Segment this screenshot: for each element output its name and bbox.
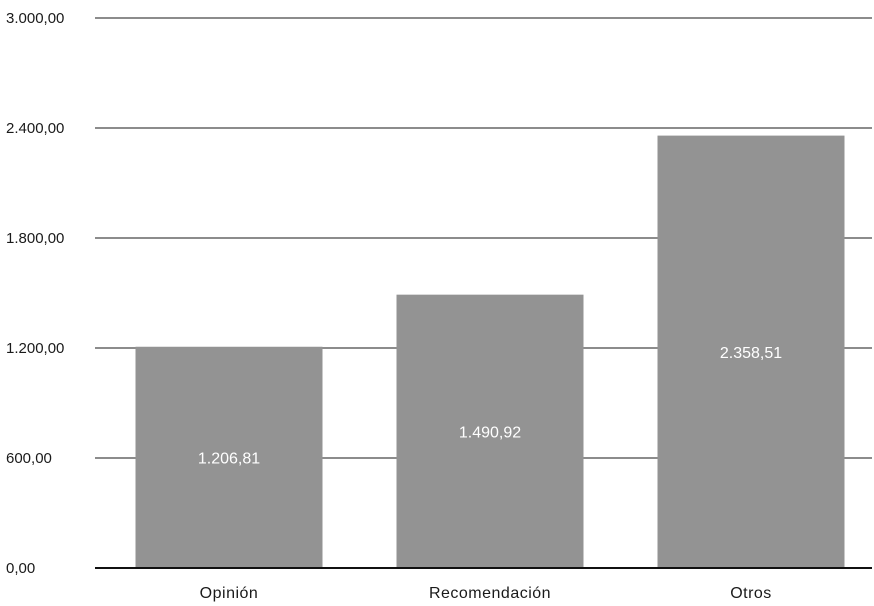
x-category-label: Recomendación <box>429 585 551 602</box>
bar <box>657 135 845 568</box>
bar-value-label: 1.490,92 <box>459 424 521 441</box>
data-labels: 1.206,81 1.490,92 2.358,51 <box>198 345 782 468</box>
x-category-label: Otros <box>730 585 772 602</box>
x-category-label: Opinión <box>200 585 259 602</box>
y-tick-label: 1.200,00 <box>6 340 64 357</box>
y-tick-label: 0,00 <box>6 560 35 577</box>
bars <box>135 135 845 568</box>
bar <box>396 294 584 568</box>
x-axis-category-labels: Opinión Recomendación Otros <box>200 585 772 602</box>
bar-value-label: 2.358,51 <box>720 345 782 362</box>
bar-value-label: 1.206,81 <box>198 450 260 467</box>
y-tick-label: 1.800,00 <box>6 230 64 247</box>
y-tick-label: 600,00 <box>6 450 52 467</box>
bar <box>135 346 323 568</box>
y-tick-label: 3.000,00 <box>6 10 64 27</box>
y-tick-label: 2.400,00 <box>6 120 64 137</box>
y-axis-tick-labels: 0,00 600,00 1.200,00 1.800,00 2.400,00 3.000,… <box>6 10 64 577</box>
